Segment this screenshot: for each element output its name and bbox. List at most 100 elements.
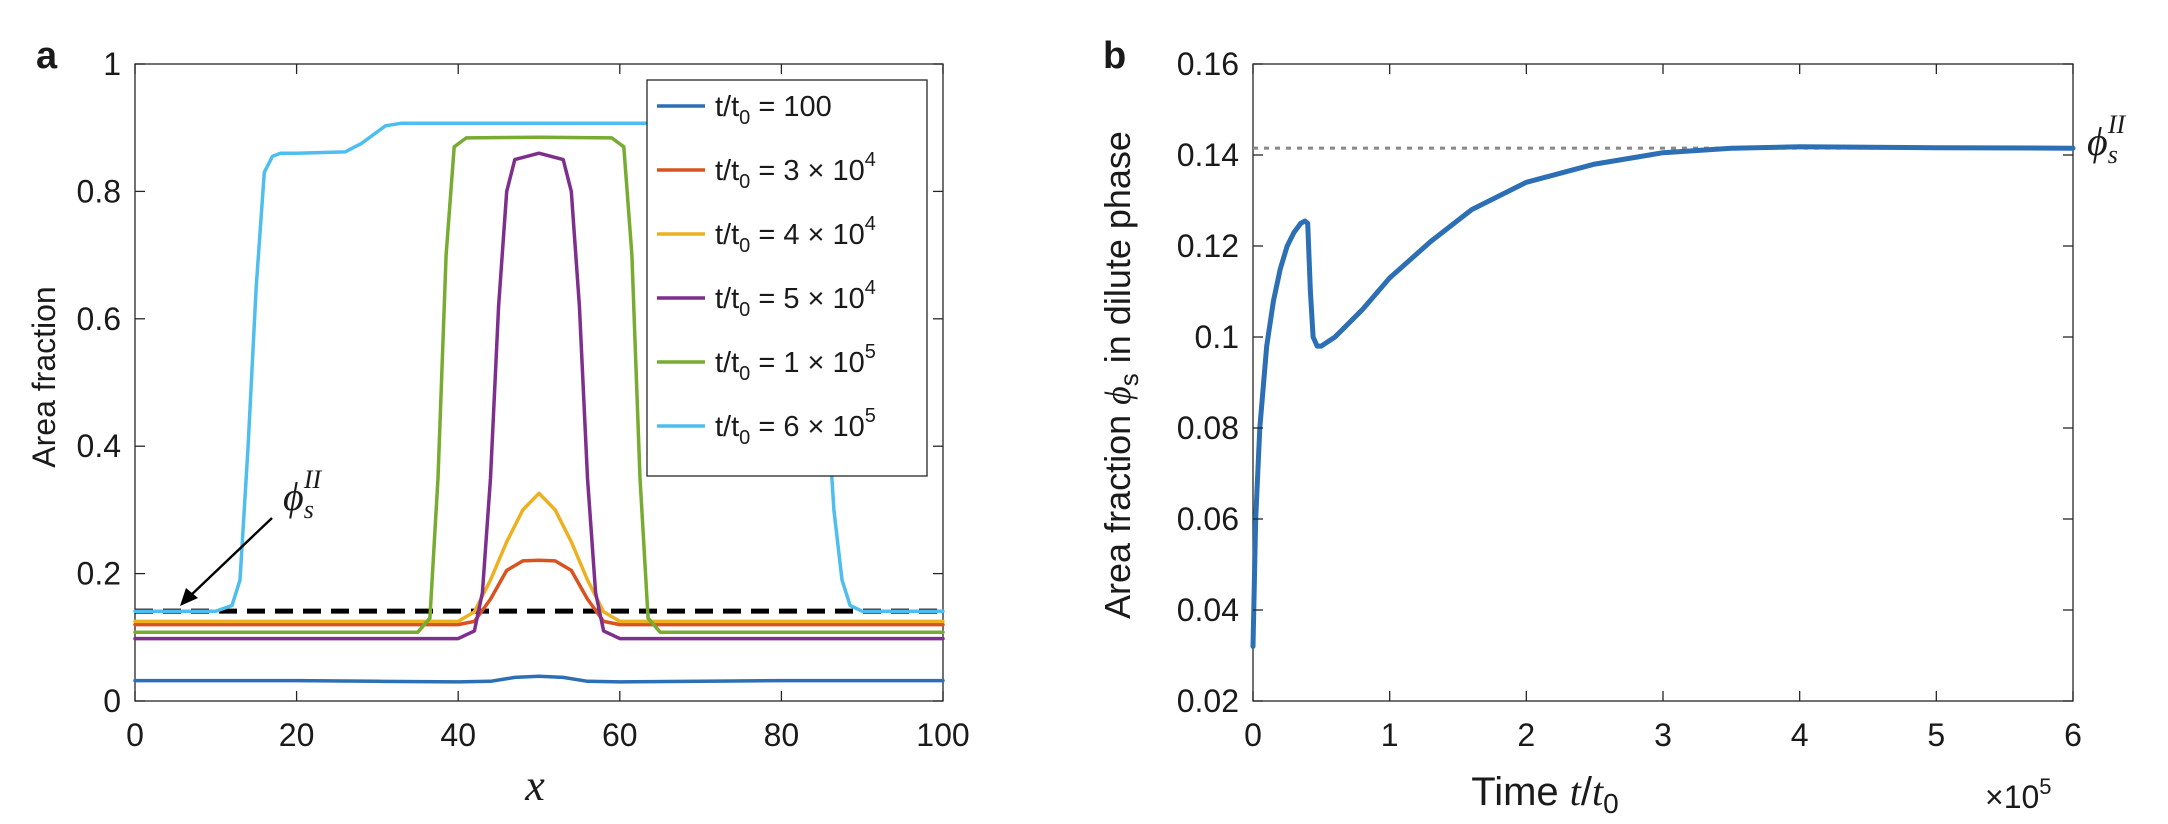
legend-entry-sub: 0 xyxy=(739,235,750,257)
series-line-a-0 xyxy=(133,674,945,684)
y-tick-label: 0.8 xyxy=(77,173,121,209)
series-line-a-1 xyxy=(133,558,945,627)
y-tick-label: 0.14 xyxy=(1177,137,1239,173)
legend-entry-pre: t/t xyxy=(715,91,739,123)
legend-box xyxy=(646,79,928,477)
legend-entry-sup: 4 xyxy=(865,213,876,235)
x-label-var2: t xyxy=(1592,769,1604,814)
x-label-div: / xyxy=(1581,770,1593,814)
panel-b-plot-area xyxy=(1252,63,2074,702)
legend-entry: t/t0 = 6 × 105 xyxy=(715,405,876,449)
legend-entry-sub: 0 xyxy=(739,107,750,129)
legend-entry-mid: = 3 × 10 xyxy=(750,155,865,187)
panel-a-series-group xyxy=(133,121,945,684)
panel-label-a: a xyxy=(36,35,58,77)
panel-a-x-axis-label: x xyxy=(524,761,545,810)
x-tick-label: 20 xyxy=(279,717,315,753)
panel-b: b 0 1 2 3 4 5 60.020.040.060.080.10.120.140.16… xyxy=(1097,35,2126,819)
x-tick-label: 0 xyxy=(126,717,144,753)
legend-entry-sub: 0 xyxy=(739,427,750,449)
panel-a-y-axis-label: Area fraction xyxy=(26,286,62,467)
y-tick-label: 0.02 xyxy=(1177,683,1239,719)
phi-sup-b: II xyxy=(2107,110,2127,139)
y-tick-label: 0.08 xyxy=(1177,410,1239,446)
legend-entry-sup: 5 xyxy=(865,405,876,427)
legend-entry: t/t0 = 1 × 105 xyxy=(715,341,876,385)
legend-entry-sup: 5 xyxy=(865,341,876,363)
y-tick-label: 0.1 xyxy=(1195,319,1239,355)
x-tick-label: 3 xyxy=(1654,717,1672,753)
x-tick-label: 80 xyxy=(764,717,800,753)
y-tick-label: 0.2 xyxy=(77,556,121,592)
legend-entry-pre: t/t xyxy=(715,219,739,251)
panel-b-x-axis-label: Time t/t0 xyxy=(1471,769,1618,819)
phi-symbol-b: ϕ xyxy=(2087,119,2108,164)
panel-a-plot-area xyxy=(134,63,944,702)
legend-entry-sup: 4 xyxy=(865,149,876,171)
series-line-b-0 xyxy=(1250,144,2076,649)
panel-b-series-group xyxy=(1250,144,2076,649)
legend-entry: t/t0 = 4 × 104 xyxy=(715,213,876,257)
legend-entry: t/t0 = 100 xyxy=(715,91,832,129)
x-tick-label: 40 xyxy=(440,717,476,753)
phi-sup-a: II xyxy=(303,465,323,494)
series-line-a-4 xyxy=(133,135,945,634)
panel-b-ticks: 0 1 2 3 4 5 6 0.02 0.04 0.06 0.08 0.1 0.12 0.14 0.16 xyxy=(1177,46,2082,753)
multiplier-exp: 5 xyxy=(2039,774,2051,799)
legend-entry-pre: t/t xyxy=(715,283,739,315)
y-tick-label: 0.16 xyxy=(1177,46,1239,82)
phi-sub-b: s xyxy=(2108,140,2118,169)
x-tick-label: 0 xyxy=(1244,717,1262,753)
y-tick-label: 1 xyxy=(103,46,121,82)
legend-entry-pre: t/t xyxy=(715,347,739,379)
panel-b-y-axis-label: Area fraction ϕs in dilute phase xyxy=(1097,131,1144,619)
y-tick-label: 0.12 xyxy=(1177,228,1239,264)
legend-entry-sup: 4 xyxy=(865,277,876,299)
legend-entry-mid: = 4 × 10 xyxy=(750,219,865,251)
plot-frame-a xyxy=(134,63,944,702)
x-tick-label: 60 xyxy=(602,717,638,753)
x-tick-label: 100 xyxy=(916,717,969,753)
legend-entry-sub: 0 xyxy=(739,171,750,193)
x-tick-label: 2 xyxy=(1517,717,1535,753)
y-label-post: in dilute phase xyxy=(1097,131,1138,373)
x-tick-label: 4 xyxy=(1791,717,1809,753)
legend-entry-sub: 0 xyxy=(739,363,750,385)
legend-entry-mid: = 100 xyxy=(750,91,831,123)
x-tick-label: 1 xyxy=(1381,717,1399,753)
x-tick-label: 6 xyxy=(2064,717,2082,753)
y-label-pre: Area fraction xyxy=(1097,405,1138,619)
y-tick-label: 0.4 xyxy=(77,428,121,464)
y-tick-label: 0.06 xyxy=(1177,501,1239,537)
x-label-prefix: Time xyxy=(1471,770,1570,814)
y-tick-label: 0.6 xyxy=(77,301,121,337)
x-tick-label: 5 xyxy=(1927,717,1945,753)
series-line-a-2 xyxy=(133,491,945,624)
panel-a-phi-annotation: ϕsII xyxy=(180,465,322,606)
legend-entry: t/t0 = 3 × 104 xyxy=(715,149,876,193)
y-label-phi: ϕ xyxy=(1098,386,1138,405)
legend-entry-mid: = 6 × 10 xyxy=(750,411,865,443)
phi-annotation-b: ϕsII xyxy=(2087,110,2126,169)
legend-entry: t/t0 = 5 × 104 xyxy=(715,277,876,321)
series-line-a-5 xyxy=(133,121,945,613)
phi-annotation-a: ϕsII xyxy=(283,465,322,524)
y-label-sub: s xyxy=(1114,373,1144,386)
legend-entry-sub: 0 xyxy=(739,299,750,321)
annotation-arrow-shaft xyxy=(187,517,273,599)
plot-frame-b xyxy=(1252,63,2074,702)
phi-sub-a: s xyxy=(304,495,314,524)
legend-entry-pre: t/t xyxy=(715,155,739,187)
y-tick-label: 0 xyxy=(103,683,121,719)
panel-b-x-multiplier: ×105 xyxy=(1985,774,2052,815)
legend-entry-mid: = 1 × 10 xyxy=(750,347,865,379)
x-label-sub: 0 xyxy=(1603,788,1619,819)
x-label-var: t xyxy=(1570,769,1582,814)
series-line-a-3 xyxy=(133,151,945,641)
y-tick-label: 0.04 xyxy=(1177,592,1239,628)
legend-entry-mid: = 5 × 10 xyxy=(750,283,865,315)
